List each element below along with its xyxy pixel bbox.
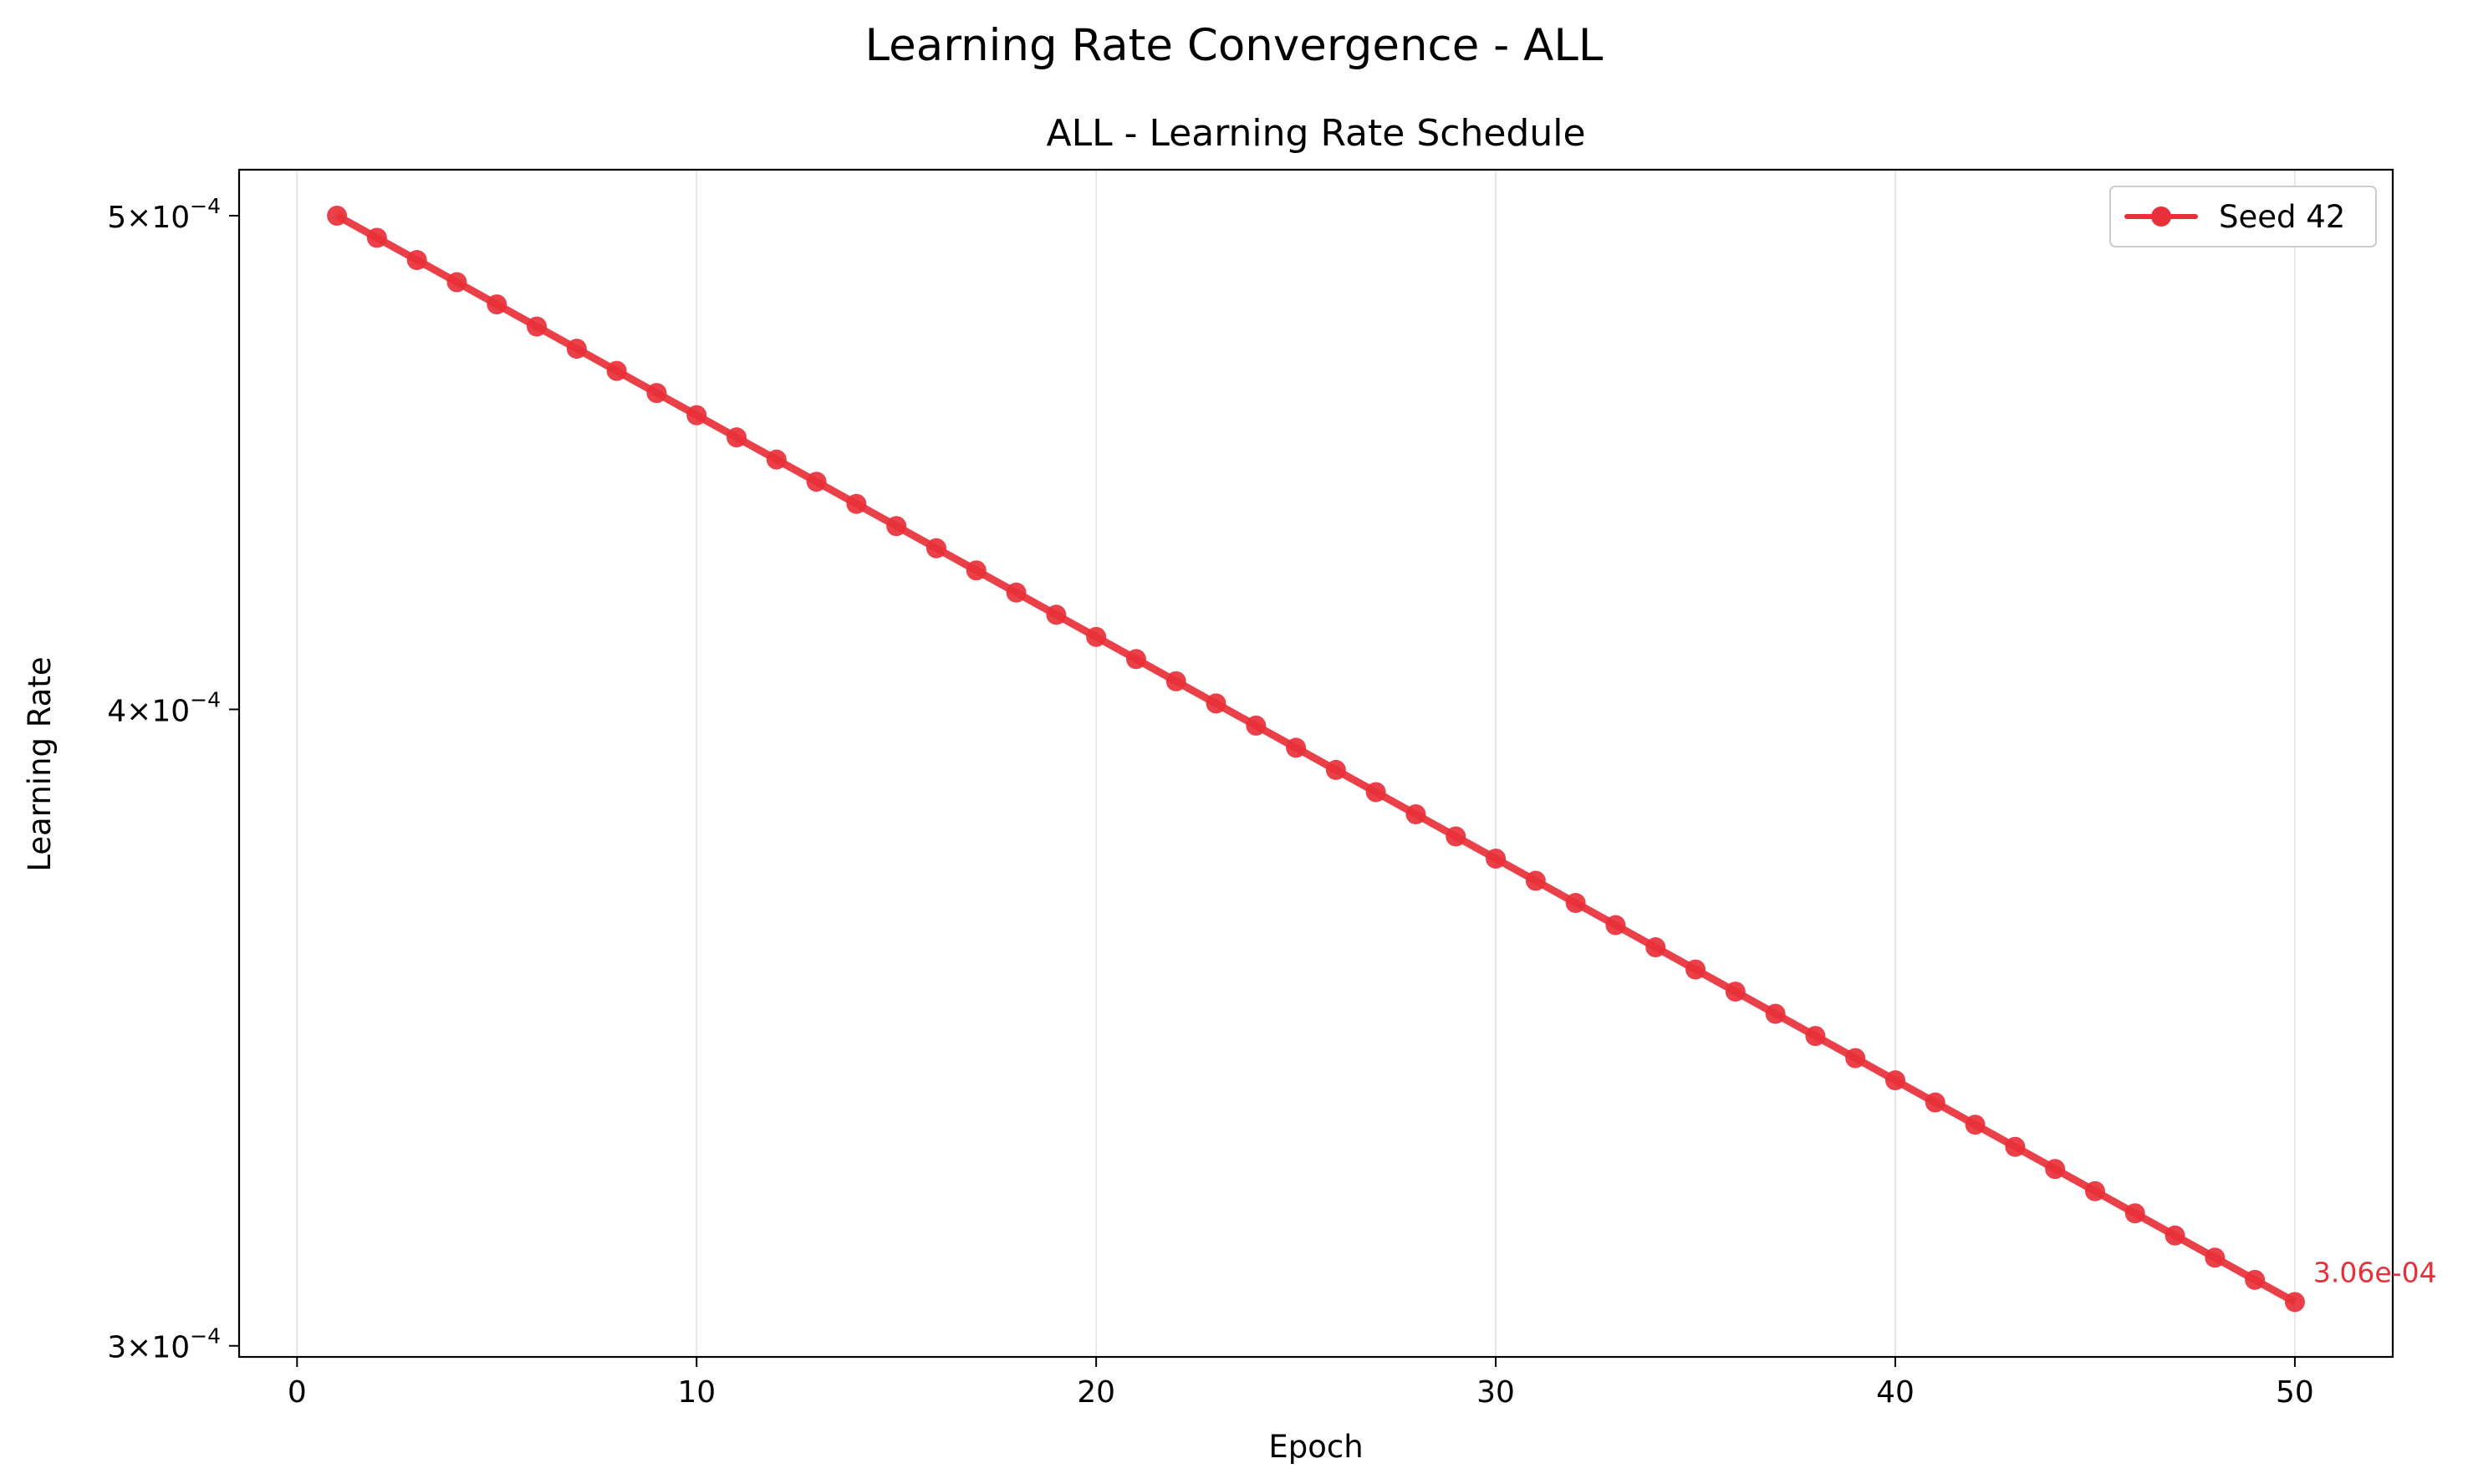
data-point: [727, 427, 747, 448]
data-point: [1365, 782, 1386, 803]
y-tick-label: 3×10−4: [107, 1324, 221, 1365]
data-point: [1325, 759, 1346, 780]
data-point: [1685, 959, 1706, 980]
x-tick-label: 0: [288, 1375, 307, 1410]
data-point: [2165, 1225, 2185, 1246]
data-point: [2084, 1181, 2105, 1201]
axes-title: ALL - Learning Rate Schedule: [1046, 112, 1585, 155]
data-point: [1206, 693, 1226, 714]
x-tick-label: 10: [677, 1375, 716, 1410]
x-axis-label: Epoch: [1268, 1429, 1363, 1465]
x-tick-label: 40: [1876, 1375, 1915, 1410]
data-point: [1605, 915, 1626, 936]
data-point: [1965, 1114, 1986, 1135]
data-point: [846, 493, 867, 514]
data-point: [406, 250, 427, 271]
legend-marker-seed-42: [2151, 207, 2171, 227]
data-point: [966, 560, 987, 581]
data-point: [1405, 803, 1426, 824]
data-point: [1725, 982, 1746, 1002]
data-point: [766, 449, 787, 470]
data-point: [566, 339, 587, 360]
data-point: [1165, 671, 1186, 691]
plot-frame: [237, 168, 2394, 1359]
data-point: [806, 472, 827, 492]
data-point: [1845, 1048, 1866, 1068]
x-tick-label: 50: [2276, 1375, 2314, 1410]
data-point: [1286, 737, 1307, 758]
data-point: [606, 360, 627, 381]
data-point: [1525, 870, 1546, 891]
data-point: [446, 272, 467, 293]
data-point: [1925, 1092, 1945, 1113]
data-point: [366, 227, 387, 248]
data-point: [327, 205, 348, 226]
legend-label-seed-42: Seed 42: [2219, 199, 2345, 235]
series-seed-42: [327, 205, 2305, 1313]
data-point: [886, 516, 907, 537]
final-value-annotation: 3.06e-04: [2313, 1256, 2437, 1288]
data-point: [1125, 649, 1146, 670]
legend-box: [2109, 186, 2377, 247]
data-point: [2045, 1159, 2066, 1180]
data-point: [1565, 893, 1586, 914]
y-tick-label: 5×10−4: [107, 194, 221, 235]
data-point: [2205, 1247, 2226, 1268]
data-point: [1446, 826, 1466, 847]
data-point: [1645, 937, 1666, 958]
x-tick-label: 30: [1476, 1375, 1515, 1410]
data-point: [926, 538, 946, 558]
grid: [296, 170, 2296, 1357]
x-tick-label: 20: [1077, 1375, 1115, 1410]
data-point: [2124, 1203, 2145, 1224]
data-point: [487, 294, 507, 315]
data-point: [646, 383, 667, 404]
data-point: [1006, 582, 1027, 603]
y-axis-label: Learning Rate: [22, 656, 58, 871]
data-point: [686, 405, 707, 426]
y-tick-label: 4×10−4: [107, 687, 221, 728]
figure-suptitle: Learning Rate Convergence - ALL: [865, 20, 1604, 71]
data-point: [1486, 848, 1507, 869]
data-point: [1805, 1026, 1826, 1047]
data-point: [1086, 626, 1107, 647]
data-point: [1246, 715, 1267, 736]
data-point: [2245, 1269, 2266, 1290]
data-point: [2005, 1136, 2026, 1157]
data-point: [1884, 1070, 1905, 1091]
legend: Seed 42: [2109, 186, 2377, 247]
data-point: [527, 316, 548, 337]
data-point: [1765, 1003, 1786, 1024]
data-point: [2284, 1292, 2305, 1313]
axis-ticks: 0 10 20 30 40 50 3×10−4 4×10−4 5×10−4: [107, 194, 2314, 1410]
data-point: [1046, 604, 1067, 625]
